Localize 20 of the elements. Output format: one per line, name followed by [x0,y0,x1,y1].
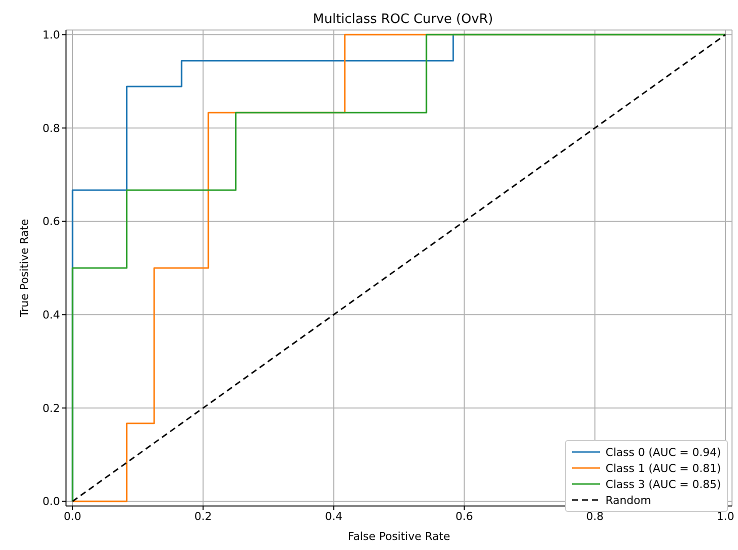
x-tick-label: 0.8 [586,510,604,523]
y-tick-label: 0.4 [42,308,60,322]
chart-title: Multiclass ROC Curve (OvR) [312,12,494,27]
legend-label: Class 1 (AUC = 0.81) [606,462,721,474]
legend-label: Class 3 (AUC = 0.85) [606,478,721,490]
x-tick-label: 0.2 [194,510,212,523]
y-tick-label: 0.2 [42,402,60,415]
x-tick-label: 0.6 [456,510,474,523]
x-axis-title: False Positive Rate [348,530,450,543]
y-tick-label: 0.8 [42,122,60,135]
x-tick-label: 1.0 [716,510,734,523]
line-series [72,34,726,502]
x-tick-label: 0.0 [64,510,82,523]
y-tick-label: 0.0 [42,495,60,508]
y-tick-label: 1.0 [42,28,60,42]
x-tick-label: 0.4 [324,510,342,523]
legend-label: Random [606,494,652,506]
legend-label: Class 0 (AUC = 0.94) [606,446,721,458]
y-tick-label: 0.6 [42,215,60,228]
y-axis-title: True Positive Rate [18,218,31,318]
